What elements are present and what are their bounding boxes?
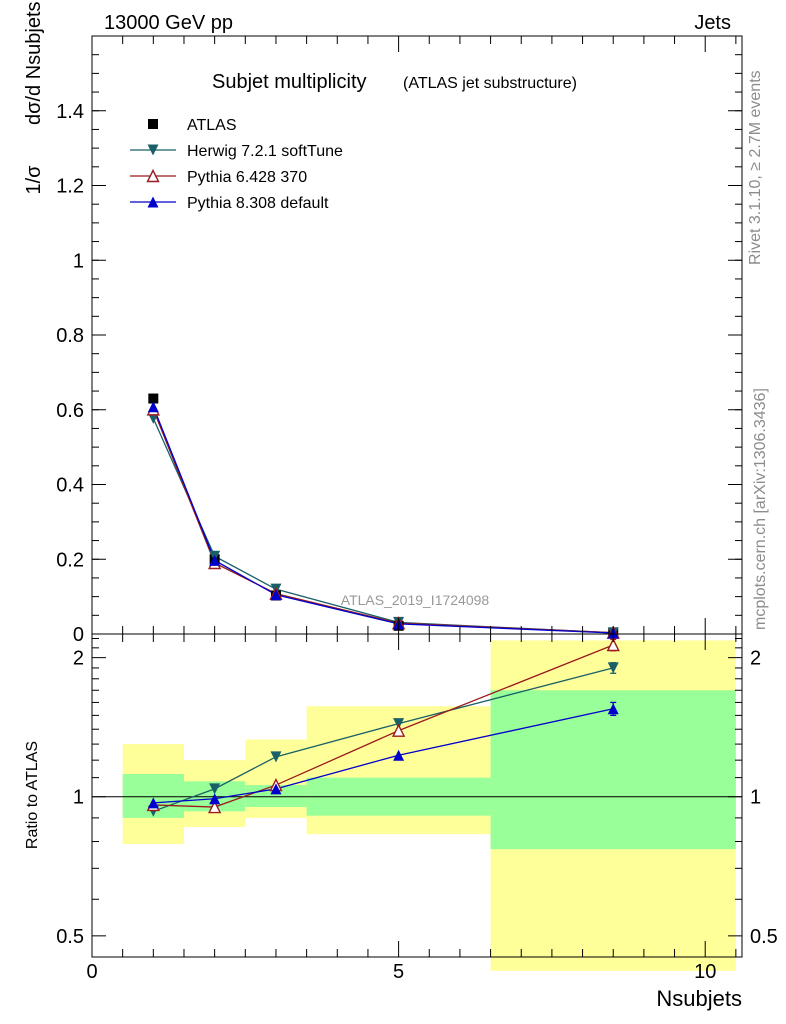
ratio-data-point [391,723,406,737]
ratio-data-point [208,799,222,814]
ratio-series [146,637,620,817]
main-y-tick-label: 0.8 [56,325,84,347]
main-y-tick-label: 1.2 [56,176,84,198]
ratio-data-point [270,783,282,795]
main-data-point [147,412,159,424]
main-y-axis-label: 1/σ dσ/d Nsubjets [23,1,45,194]
ratio-data-point [209,793,221,805]
ratio-y-tick-label: 0.5 [56,926,84,948]
legend-marker [147,196,159,208]
legend-marker [146,168,160,183]
ratio-data-point [607,703,619,715]
ratio-ticks [91,36,742,957]
stat-uncertainty-band [490,690,736,850]
ratio-y-tick-label: 2 [73,648,84,670]
legend-entry-label: ATLAS [187,117,237,134]
legend-marker [148,119,158,129]
ratio-y-tick-labels: 0.5 0.5 1 1 2 2 [56,648,778,948]
y-label-derivative: dσ/d Nsubjets [23,1,45,125]
x-axis-label: Nsubjets [656,986,742,1011]
legend: ATLAS Herwig 7.2.1 softTune Pythia 6.428 3… [130,117,343,212]
main-y-ticks [92,35,742,635]
ratio-frame [91,633,743,958]
main-data-point [270,589,282,601]
ratio-panel: 0.5 0.51 12 2 0 5 10 Ratio to ATLAS Nsubjets [24,36,778,1011]
main-y-tick-label: 0.2 [56,549,84,571]
ratio-data-point [393,749,405,761]
main-y-tick-label: 0 [73,624,84,646]
main-data-point [148,393,159,404]
x-tick-label: 0 [86,961,97,983]
chart-title: Subjet multiplicity [212,71,367,93]
main-panel: 0 0.2 0.4 0.6 0.8 1 1.2 1.4 Subjet multiplicity… [23,1,743,646]
ratio-y-tick-label-right: 1 [750,787,761,809]
ratio-data-point [209,783,221,795]
header-right: Jets [694,12,731,34]
main-data-point [147,401,159,413]
ratio-data-point [393,718,405,730]
main-y-tick-label: 0.4 [56,475,84,497]
ratio-data-point [270,751,282,763]
ratio-y-axis-label: Ratio to ATLAS [24,741,41,849]
legend-entry-label: Herwig 7.2.1 softTune [187,143,343,160]
main-data-point [209,554,221,566]
y-label-fraction: 1/σ [23,165,45,195]
rivet-label: Rivet 3.1.10, ≥ 2.7M events [747,70,764,265]
ratio-y-tick-label-right: 0.5 [750,926,778,948]
ratio-y-tick-label: 1 [73,787,84,809]
header-left: 13000 GeV pp [104,12,233,34]
legend-entry-label: Pythia 8.308 default [187,195,329,212]
ratio-data-point [607,662,619,674]
legend-marker [147,144,159,156]
legend-entry-label: Pythia 6.428 370 [187,169,307,186]
x-tick-label: 10 [694,961,716,983]
main-y-tick-label: 0.6 [56,400,84,422]
ratio-data-point [147,797,159,809]
ratio-y-tick-label-right: 2 [750,648,761,670]
chart-subtitle: (ATLAS jet substructure) [403,75,577,92]
ratio-data-point [606,637,620,652]
source-label: mcplots.cern.ch [arXiv:1306.3436] [752,388,769,630]
analysis-label: ATLAS_2019_I1724098 [341,592,490,608]
x-tick-label: 5 [393,961,404,983]
main-y-tick-label: 1.4 [56,101,84,123]
main-y-tick-labels: 0 0.2 0.4 0.6 0.8 1 1.2 1.4 [56,101,84,646]
ratio-uncertainty-bands [122,640,736,971]
x-tick-labels: 0 5 10 [86,961,716,983]
main-y-tick-label: 1 [73,250,84,272]
